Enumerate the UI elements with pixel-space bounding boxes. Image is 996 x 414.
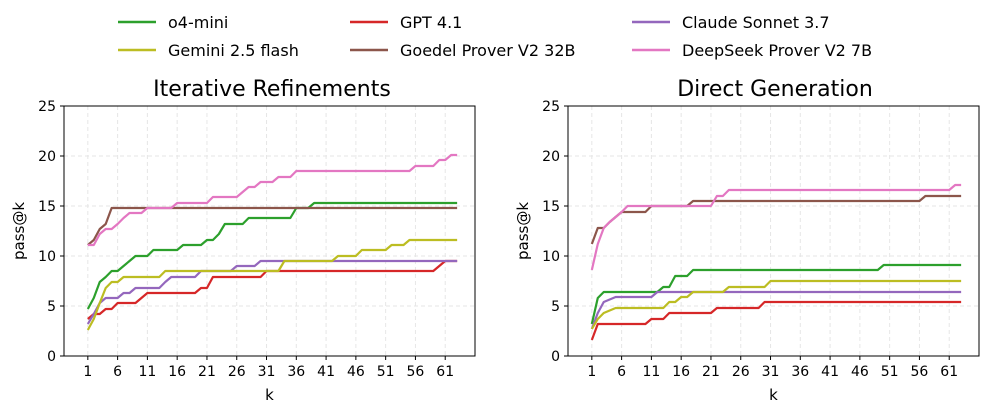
x-tick-label: 56 bbox=[911, 364, 929, 380]
legend-label: Claude Sonnet 3.7 bbox=[682, 13, 830, 32]
legend-label: o4-mini bbox=[168, 13, 228, 32]
panel-iterative-refinements: Iterative Refinements k pass@k 1 6 11 16 21 2… bbox=[10, 77, 476, 404]
y-tick-label: 20 bbox=[38, 149, 56, 165]
legend-entry: o4-mini bbox=[118, 13, 228, 32]
x-tick-label: 26 bbox=[732, 364, 750, 380]
x-tick-label: 26 bbox=[228, 364, 246, 380]
x-tick-label: 21 bbox=[702, 364, 720, 380]
x-tick-label: 46 bbox=[347, 364, 365, 380]
legend: o4-mini GPT 4.1 Claude Sonnet 3.7 Gemini 2.… bbox=[118, 13, 872, 60]
x-tick-label: 11 bbox=[138, 364, 156, 380]
x-tick-label: 36 bbox=[791, 364, 809, 380]
x-tick-label: 61 bbox=[940, 364, 958, 380]
x-tick-label: 46 bbox=[851, 364, 869, 380]
legend-label: DeepSeek Prover V2 7B bbox=[682, 41, 872, 60]
x-tick-label: 36 bbox=[287, 364, 305, 380]
y-tick-label: 10 bbox=[38, 249, 56, 265]
y-tick-label: 25 bbox=[542, 99, 560, 115]
axes-frame bbox=[567, 105, 980, 357]
y-tick-label: 25 bbox=[38, 99, 56, 115]
legend-label: GPT 4.1 bbox=[400, 13, 462, 32]
y-tick-label: 0 bbox=[47, 349, 56, 365]
x-tick-label: 11 bbox=[642, 364, 660, 380]
x-tick-label: 31 bbox=[762, 364, 780, 380]
series-line-goedel-prover-v2-32b bbox=[590, 194, 962, 245]
y-tick-label: 5 bbox=[47, 299, 56, 315]
panel-direct-generation: Direct Generation k pass@k 1 6 11 16 21 26 31 3… bbox=[514, 77, 980, 404]
series-line-claude-sonnet-3-7 bbox=[86, 259, 458, 325]
chart-title: Iterative Refinements bbox=[153, 77, 391, 102]
y-tick-label: 20 bbox=[542, 149, 560, 165]
series-line-goedel-prover-v2-32b bbox=[87, 206, 458, 246]
series-line-deepseek-prover-v2-7b bbox=[590, 183, 962, 271]
legend-label: Gemini 2.5 flash bbox=[168, 41, 299, 60]
x-axis-label: k bbox=[769, 386, 778, 404]
x-tick-label: 31 bbox=[258, 364, 276, 380]
legend-entry: DeepSeek Prover V2 7B bbox=[632, 41, 872, 60]
chart-title: Direct Generation bbox=[677, 77, 873, 102]
x-tick-label: 21 bbox=[198, 364, 216, 380]
x-tick-label: 6 bbox=[617, 364, 626, 380]
x-tick-label: 56 bbox=[407, 364, 425, 380]
legend-entry: Goedel Prover V2 32B bbox=[350, 41, 575, 60]
y-tick-label: 15 bbox=[38, 199, 56, 215]
series-line-claude-sonnet-3-7 bbox=[590, 290, 962, 330]
x-tick-label: 61 bbox=[436, 364, 454, 380]
series-line-o4-mini bbox=[86, 201, 458, 310]
series-line-o4-mini bbox=[590, 263, 962, 325]
x-tick-label: 1 bbox=[83, 364, 92, 380]
y-axis-label: pass@k bbox=[514, 202, 532, 260]
x-axis-label: k bbox=[265, 386, 274, 404]
series-line-deepseek-prover-v2-7b bbox=[87, 153, 458, 247]
x-tick-label: 41 bbox=[317, 364, 335, 380]
series-line-gpt-4-1 bbox=[590, 300, 962, 341]
x-tick-label: 6 bbox=[113, 364, 122, 380]
series-line-gpt-4-1 bbox=[87, 259, 458, 320]
legend-entry: Claude Sonnet 3.7 bbox=[632, 13, 830, 32]
legend-entry: Gemini 2.5 flash bbox=[118, 41, 299, 60]
y-axis-label: pass@k bbox=[10, 202, 28, 260]
legend-label: Goedel Prover V2 32B bbox=[400, 41, 575, 60]
x-tick-label: 1 bbox=[587, 364, 596, 380]
x-tick-label: 51 bbox=[881, 364, 899, 380]
y-tick-label: 5 bbox=[551, 299, 560, 315]
x-tick-label: 16 bbox=[672, 364, 690, 380]
x-tick-label: 41 bbox=[821, 364, 839, 380]
y-tick-label: 15 bbox=[542, 199, 560, 215]
y-tick-label: 0 bbox=[551, 349, 560, 365]
series-line-gemini-2-5-flash bbox=[86, 238, 458, 331]
x-tick-label: 16 bbox=[168, 364, 186, 380]
x-tick-label: 51 bbox=[377, 364, 395, 380]
legend-entry: GPT 4.1 bbox=[350, 13, 462, 32]
axes-frame bbox=[63, 105, 476, 357]
y-tick-label: 10 bbox=[542, 249, 560, 265]
series-line-gemini-2-5-flash bbox=[590, 279, 962, 330]
